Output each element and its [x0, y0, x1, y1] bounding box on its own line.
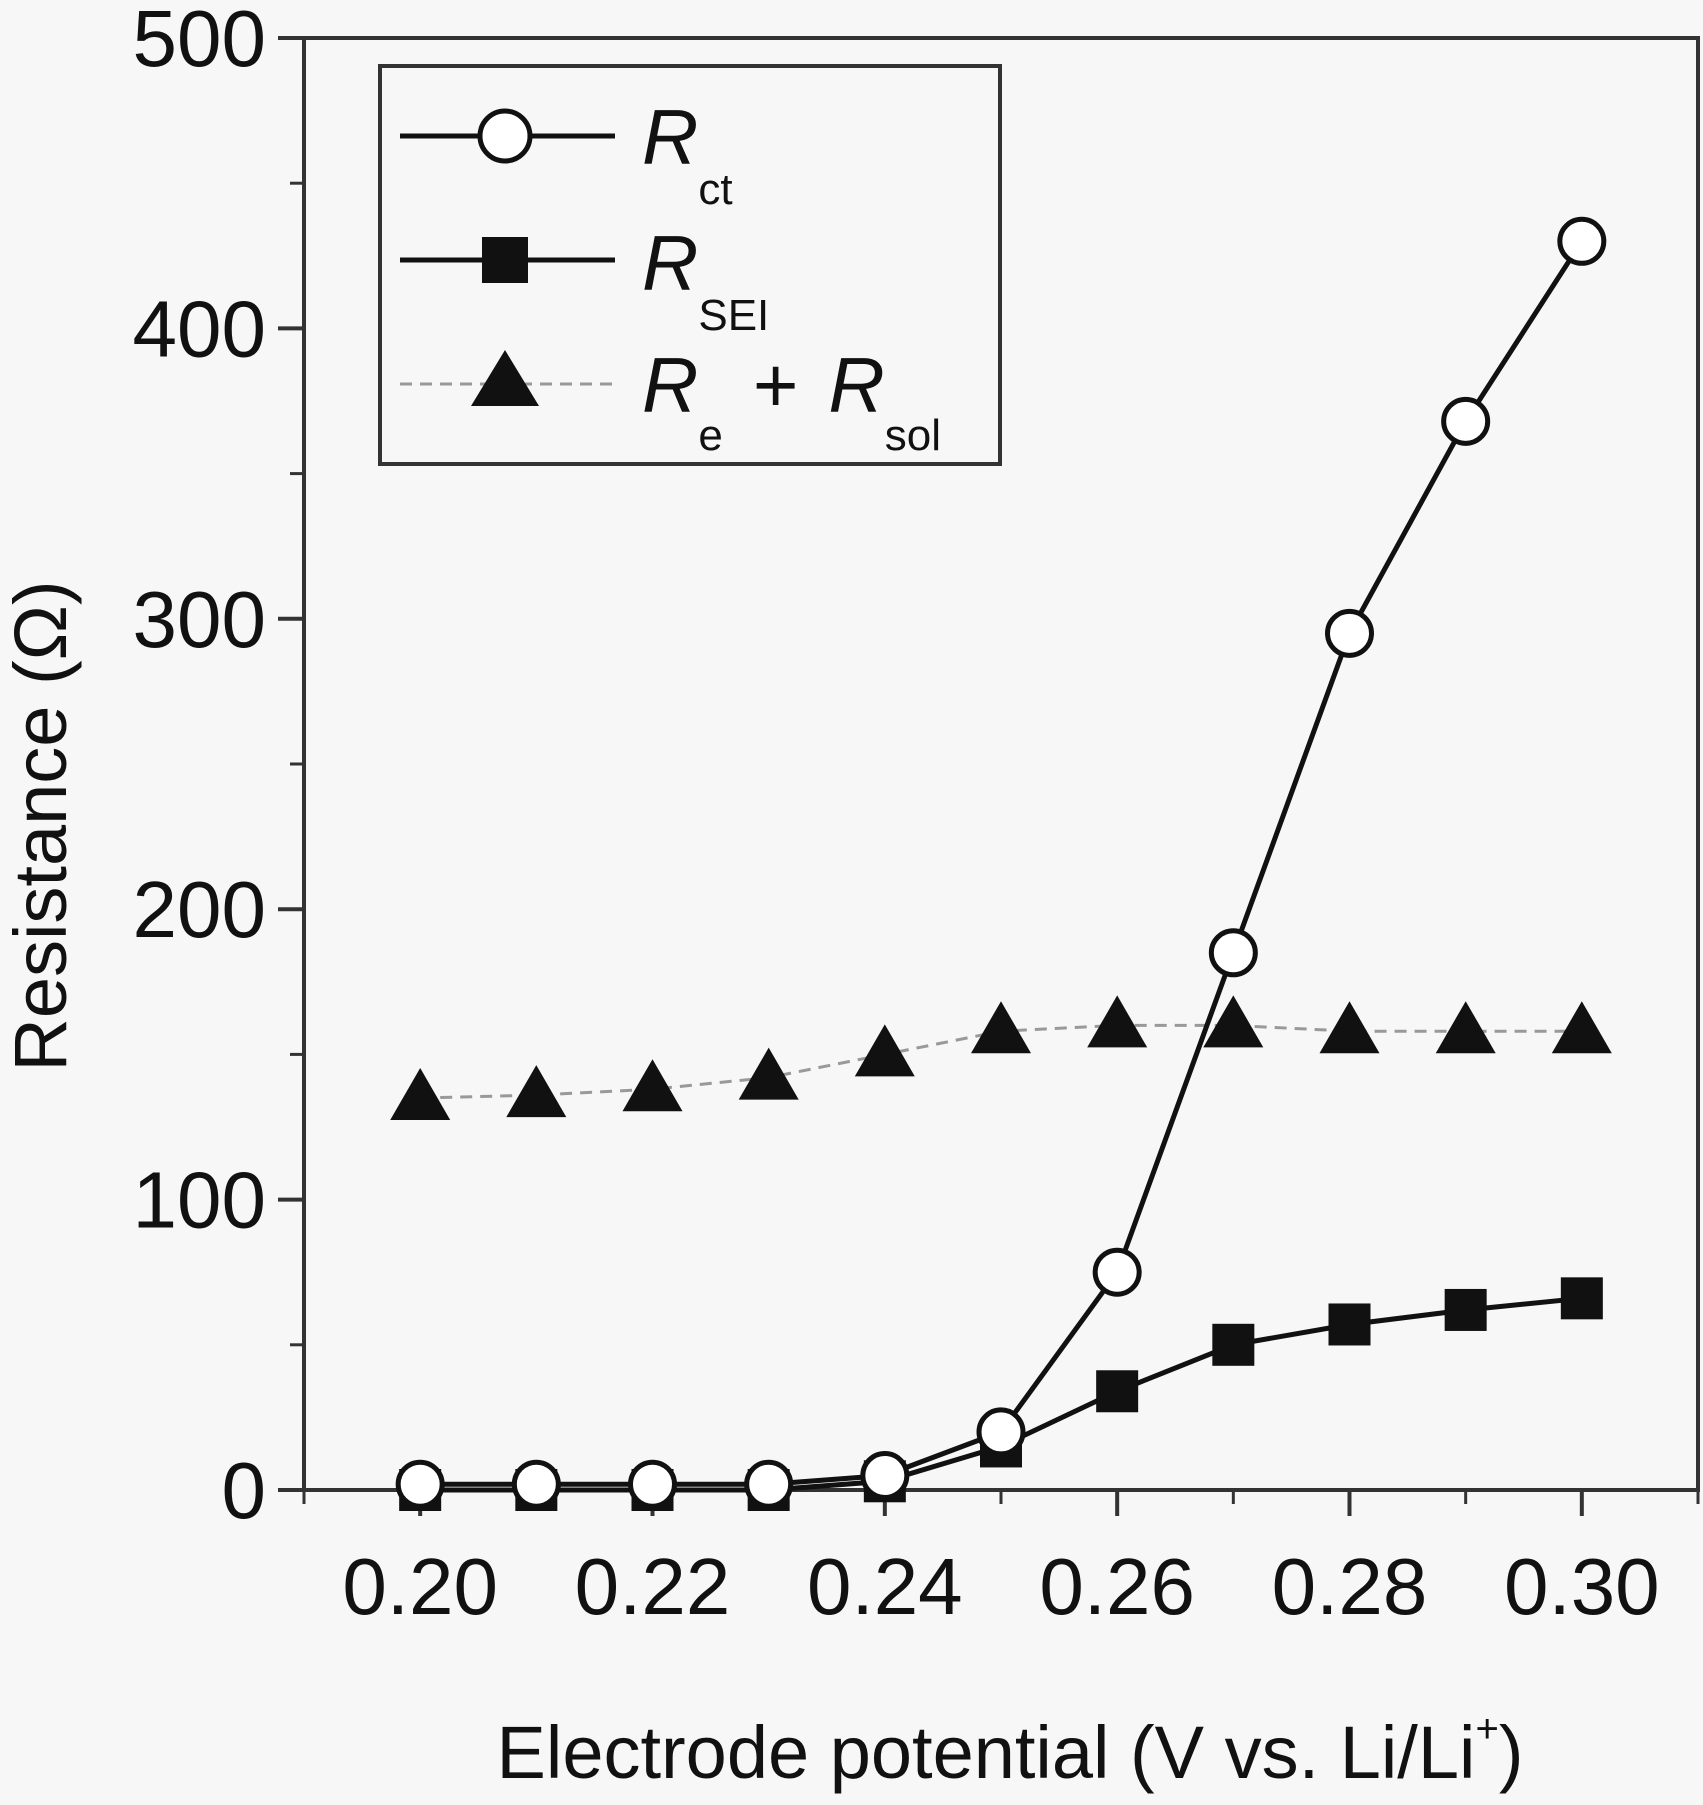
data-point — [1328, 1303, 1371, 1346]
data-point — [1325, 608, 1374, 658]
data-point — [1208, 928, 1258, 978]
legend-swatch-marker — [477, 108, 533, 164]
data-point — [976, 1407, 1026, 1457]
data-point — [1435, 1001, 1496, 1054]
data-point — [1441, 396, 1491, 446]
y-tick-label: 100 — [133, 1156, 266, 1245]
data-point — [860, 1450, 910, 1500]
legend: Rct RSEI Re+ Rsol — [378, 64, 1002, 466]
data-point — [1319, 1001, 1380, 1054]
x-axis-title-close: ) — [1499, 1711, 1524, 1794]
x-tick-label: 0.26 — [1039, 1542, 1195, 1631]
data-point — [395, 1459, 445, 1509]
x-axis-title-sup: + — [1475, 1707, 1498, 1751]
legend-item-rct: Rct — [400, 93, 733, 214]
y-axis-ticks: 0 100 200 300 400 500 — [133, 0, 304, 1535]
series-e — [390, 995, 1612, 1120]
data-point — [1551, 1001, 1612, 1054]
data-point — [622, 1059, 683, 1112]
legend-item-re-rsol: Re+ Rsol — [400, 341, 941, 460]
x-axis-title: Electrode potential (V vs. Li/Li+) — [497, 1707, 1524, 1794]
data-point — [628, 1459, 677, 1509]
data-point — [390, 1068, 451, 1120]
x-axis-title-main: Electrode potential (V vs. Li/Li — [497, 1711, 1476, 1794]
data-point — [1096, 1370, 1139, 1413]
x-tick-label: 0.28 — [1272, 1542, 1428, 1631]
data-point — [1212, 1323, 1255, 1366]
x-axis-ticks: 0.20 0.22 0.24 0.26 0.28 0.30 — [302, 1490, 1700, 1631]
data-point — [744, 1459, 794, 1509]
y-tick-label: 400 — [133, 284, 266, 373]
data-point — [1560, 1277, 1603, 1320]
y-tick-label: 0 — [222, 1446, 267, 1535]
y-tick-label: 500 — [133, 0, 266, 83]
legend-label: RSEI — [642, 219, 769, 340]
y-tick-label: 200 — [133, 865, 266, 954]
data-point — [971, 1001, 1031, 1054]
x-tick-label: 0.20 — [342, 1542, 498, 1631]
y-axis-title: Resistance (Ω) — [0, 580, 82, 1071]
data-point — [511, 1459, 561, 1509]
y-tick-label: 300 — [133, 575, 266, 664]
series-layer — [390, 216, 1612, 1511]
legend-swatch-marker — [471, 350, 539, 406]
legend-item-rsei: RSEI — [400, 219, 769, 340]
legend-label: Rct — [642, 93, 733, 214]
x-tick-label: 0.22 — [575, 1542, 731, 1631]
data-point — [854, 1024, 915, 1077]
data-point — [1092, 1247, 1142, 1297]
x-tick-label: 0.24 — [807, 1542, 963, 1631]
series-ct — [395, 216, 1607, 1509]
x-tick-label: 0.30 — [1504, 1542, 1660, 1631]
data-point — [1444, 1288, 1487, 1331]
data-point — [1557, 216, 1607, 266]
legend-label: Re+ Rsol — [642, 341, 941, 460]
legend-swatch-marker — [482, 237, 528, 283]
data-point — [1203, 995, 1264, 1048]
data-point — [1087, 995, 1148, 1048]
data-point — [738, 1047, 799, 1100]
data-point — [506, 1065, 567, 1118]
